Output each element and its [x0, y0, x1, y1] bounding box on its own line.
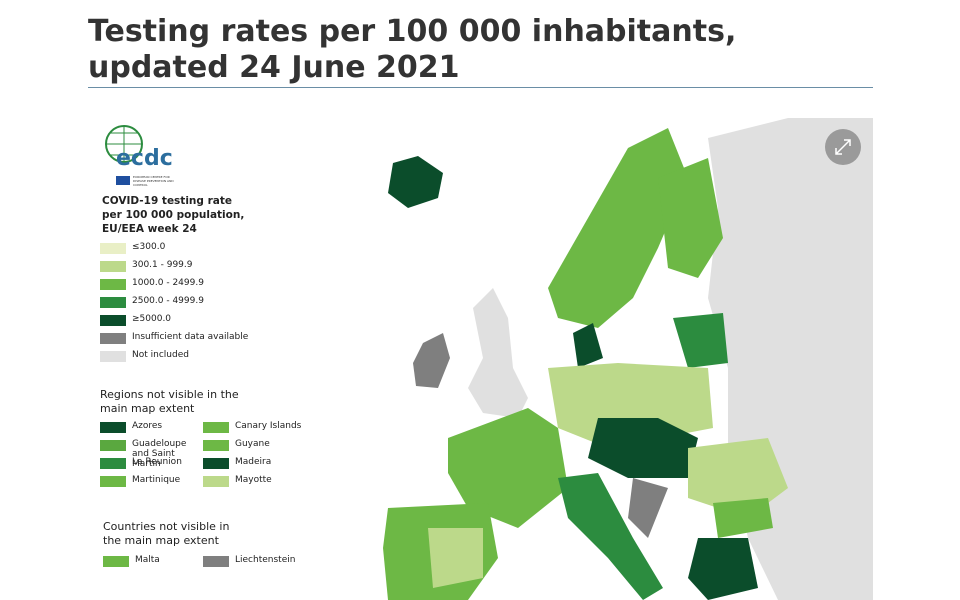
legend-swatch — [100, 297, 126, 308]
uk — [468, 288, 528, 418]
map-panel: ecdc EUROPEAN CENTRE FOR DISEASE PREVENT… — [88, 118, 873, 600]
divider — [88, 87, 873, 88]
legend-label: 2500.0 - 4999.9 — [132, 296, 204, 306]
legend-label: Canary Islands — [235, 421, 302, 431]
scandinavia — [548, 128, 688, 328]
legend-label: Liechtenstein — [235, 555, 296, 565]
legend-label: Guadeloupe and Saint Martin — [132, 439, 187, 469]
greece — [688, 538, 758, 600]
legend-swatch — [100, 261, 126, 272]
logo-subtitle: EUROPEAN CENTRE FOR DISEASE PREVENTION A… — [133, 175, 174, 187]
legend-label: Mayotte — [235, 475, 272, 485]
legend-swatch — [100, 243, 126, 254]
legend-label: Insufficient data available — [132, 332, 249, 342]
spain-interior — [428, 528, 483, 588]
denmark — [573, 323, 603, 368]
france — [448, 408, 568, 528]
legend-swatch — [100, 315, 126, 326]
title: Testing rates per 100 000 inhabitants, u… — [88, 14, 737, 85]
legend-swatch — [203, 476, 229, 487]
logo-flag — [116, 176, 130, 185]
legend-swatch — [103, 556, 129, 567]
legend-swatch — [100, 351, 126, 362]
legend-label: Guyane — [235, 439, 270, 449]
italy — [558, 473, 663, 600]
legend-swatch — [203, 458, 229, 469]
czech-austria — [588, 418, 698, 478]
legend-label: Madeira — [235, 457, 272, 467]
legend-swatch — [100, 422, 126, 433]
legend-label: La Reunion — [132, 457, 182, 467]
legend-swatch — [100, 333, 126, 344]
legend-label: 300.1 - 999.9 — [132, 260, 193, 270]
logo-text: ecdc — [116, 146, 173, 171]
regions-heading: Regions not visible in the main map exte… — [100, 388, 239, 415]
logo-grid — [106, 126, 142, 162]
finland — [658, 158, 723, 278]
legend-title: COVID-19 testing rate per 100 000 popula… — [102, 195, 245, 235]
legend-swatch — [203, 440, 229, 451]
map — [105, 118, 873, 600]
expand-icon — [835, 139, 851, 155]
legend-label: ≥5000.0 — [132, 314, 172, 324]
legend-label: Martinique — [132, 475, 181, 485]
baltics — [673, 313, 728, 368]
legend-label: Not included — [132, 350, 189, 360]
legend-swatch — [100, 279, 126, 290]
bulgaria — [713, 498, 773, 538]
legend-swatch — [100, 458, 126, 469]
legend-label: 1000.0 - 2499.9 — [132, 278, 204, 288]
ireland — [413, 333, 450, 388]
romania — [688, 438, 788, 518]
legend-label: Malta — [135, 555, 160, 565]
iceland — [388, 156, 443, 208]
legend-label: ≤300.0 — [132, 242, 166, 252]
legend-swatch — [100, 476, 126, 487]
legend-swatch — [203, 556, 229, 567]
legend-swatch — [203, 422, 229, 433]
legend-label: Azores — [132, 421, 163, 431]
countries-heading: Countries not visible in the main map ex… — [103, 520, 230, 547]
legend-swatch — [100, 440, 126, 451]
balkans — [628, 478, 668, 538]
